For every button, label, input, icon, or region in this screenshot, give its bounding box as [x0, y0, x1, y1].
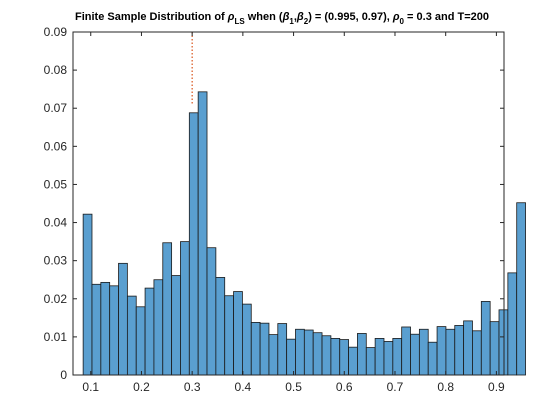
histogram-bar: [180, 241, 190, 376]
histogram-bar: [171, 275, 181, 376]
title-main: Finite Sample Distribution of: [75, 11, 228, 23]
histogram-bar: [489, 321, 500, 376]
histogram-bar: [286, 338, 296, 376]
histogram-bar: [91, 283, 102, 376]
histogram-bar: [250, 322, 261, 376]
title-rho-sub: LS: [234, 17, 245, 26]
x-tick-label: 0.9: [488, 380, 505, 394]
title-beta2-sub: 2: [304, 17, 309, 26]
histogram-bar: [197, 91, 208, 376]
histogram-bar: [472, 330, 482, 376]
chart-title: Finite Sample Distribution of ρLS when (…: [75, 11, 489, 26]
title-rho: ρ: [227, 11, 235, 23]
x-tick-label: 0.5: [285, 380, 302, 394]
x-axis-ticks: 0.1 0.2 0.3 0.4 0.5 0.6 0.7 0.8 0.9: [82, 32, 505, 394]
histogram-bar: [268, 334, 279, 376]
histogram-bar: [480, 301, 491, 376]
histogram-bar: [259, 322, 270, 376]
histogram-bar: [427, 341, 438, 376]
histogram-bar: [418, 328, 429, 376]
histogram-bar: [144, 287, 155, 376]
y-tick-label: 0.08: [44, 63, 68, 77]
histogram-bar: [295, 328, 305, 376]
histogram-bar: [357, 333, 367, 376]
histogram-bar: [410, 333, 420, 376]
histogram-bar: [215, 277, 226, 376]
title-when: when (: [245, 11, 283, 23]
histogram-bar: [330, 338, 341, 376]
x-tick-label: 0.8: [437, 380, 454, 394]
histogram-bar: [445, 328, 456, 376]
histogram-bar: [454, 325, 465, 376]
y-tick-label: 0.04: [44, 216, 68, 230]
axes-box: [72, 31, 505, 376]
histogram-bar: [100, 281, 111, 376]
y-tick-label: 0: [60, 368, 67, 382]
x-tick-label: 0.3: [184, 380, 201, 394]
title-rho0: ρ: [392, 11, 400, 23]
histogram-bar: [348, 346, 358, 376]
histogram-bar: [233, 291, 243, 376]
histogram-bar: [242, 303, 252, 376]
histogram-bar: [374, 338, 385, 376]
histogram-bar: [401, 326, 411, 376]
bars-group: [82, 91, 526, 376]
histogram-bar: [303, 329, 314, 376]
histogram-bar: [126, 295, 137, 376]
title-beta1-sub: 1: [289, 17, 294, 26]
title-values: ) = (0.995, 0.97),: [308, 11, 393, 23]
histogram-bar: [516, 202, 526, 376]
histogram-bar: [109, 285, 119, 376]
y-tick-label: 0.01: [44, 330, 68, 344]
y-tick-label: 0.02: [44, 292, 68, 306]
histogram-bar: [188, 112, 199, 376]
histogram-bar: [392, 338, 403, 376]
histogram-bar: [206, 247, 217, 376]
title-beta1: β: [282, 11, 290, 23]
x-tick-label: 0.7: [387, 380, 404, 394]
y-tick-label: 0.06: [44, 139, 68, 153]
histogram-bar: [153, 279, 164, 376]
histogram-bar: [383, 341, 394, 376]
y-tick-label: 0.09: [44, 25, 68, 39]
title-beta2: β: [296, 11, 304, 23]
histogram-bar: [507, 272, 518, 376]
histogram-bar: [339, 339, 349, 376]
histogram-bar: [224, 295, 234, 376]
histogram-bar: [498, 309, 509, 376]
histogram-bar: [82, 213, 93, 376]
x-tick-label: 0.6: [336, 380, 353, 394]
histogram-bar: [321, 335, 332, 376]
y-tick-label: 0.05: [44, 177, 68, 191]
histogram-bar: [118, 262, 128, 376]
title-rho0-sub: 0: [400, 17, 405, 26]
histogram-bar: [436, 326, 447, 376]
histogram-bar: [365, 347, 376, 376]
y-tick-label: 0.03: [44, 254, 68, 268]
x-tick-label: 0.1: [82, 380, 99, 394]
x-tick-label: 0.2: [133, 380, 150, 394]
y-axis-ticks: 0 0.01 0.02 0.03 0.04 0.05 0.06 0.07 0.08 0.09: [44, 25, 504, 382]
histogram-bar: [277, 323, 288, 376]
histogram-bar: [162, 242, 173, 376]
histogram-bar: [463, 320, 473, 376]
histogram-bar: [135, 306, 146, 376]
title-comma: ,: [294, 11, 297, 23]
histogram-bar: [312, 332, 323, 376]
y-tick-label: 0.07: [44, 101, 68, 115]
title-tail: = 0.3 and T=200: [404, 11, 489, 23]
x-tick-label: 0.4: [235, 380, 252, 394]
